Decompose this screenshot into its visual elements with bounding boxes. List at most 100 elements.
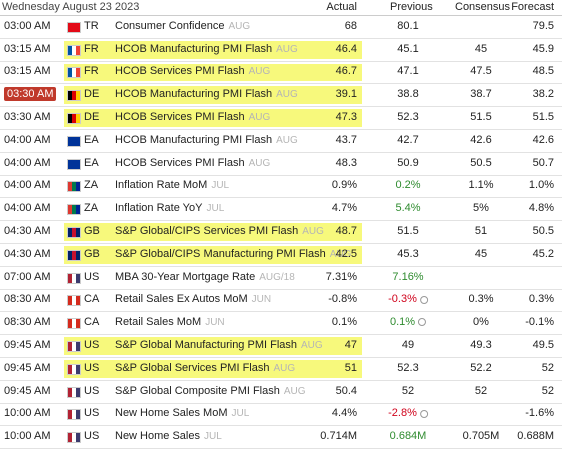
previous: 42.7 — [397, 134, 418, 146]
header-line — [0, 15, 562, 16]
actual: 51 — [344, 361, 357, 374]
country: EA — [84, 156, 99, 169]
consensus: 50.5 — [470, 156, 492, 169]
event-row: 09:45 AM US S&P Global Composite PMI Flash… — [0, 381, 562, 404]
event: HCOB Manufacturing PMI Flash AUG — [115, 134, 298, 146]
flag-stripe — [72, 319, 76, 329]
highlight — [64, 109, 362, 127]
flag — [67, 386, 81, 398]
flag — [67, 318, 81, 330]
country: GB — [84, 247, 100, 260]
revised-icon — [419, 295, 428, 304]
forecast: 48.5 — [532, 65, 554, 78]
event: Retail Sales Ex Autos MoM JUN — [115, 293, 271, 305]
event-row: 08:30 AM CA Retail Sales MoM JUN 0.1% 0.1% 0% -… — [0, 312, 562, 336]
event: Retail Sales MoM JUN — [115, 316, 225, 328]
consensus: 51.5 — [470, 111, 492, 124]
flag-stripe — [76, 228, 80, 238]
actual: 4.4% — [331, 407, 357, 420]
flag-stripe — [68, 205, 72, 215]
previous: 5.4% — [395, 202, 420, 214]
highlight — [64, 337, 362, 355]
flag — [67, 409, 81, 421]
period: AUG — [276, 134, 298, 146]
event-row: 10:00 AM US New Home Sales MoM JUL 4.4% -2.8%… — [0, 404, 562, 427]
event: New Home Sales JUL — [115, 430, 222, 442]
time: 03:30 AM — [4, 111, 50, 123]
period: JUN — [251, 294, 272, 306]
event: New Home Sales MoM JUL — [115, 407, 249, 419]
event-row: 07:00 AM US MBA 30-Year Mortgage Rate AUG/1… — [0, 267, 562, 290]
event-name: S&P Global Composite PMI Flash — [115, 384, 280, 397]
country: US — [84, 361, 100, 374]
flag-stripe — [76, 205, 80, 215]
time: 03:15 AM — [4, 43, 50, 55]
forecast: 52 — [541, 384, 554, 397]
country: DE — [84, 88, 100, 101]
flag-stripe — [76, 114, 80, 124]
period: AUG — [301, 340, 323, 352]
period: AUG/18 — [259, 271, 295, 283]
flag-stripe — [72, 182, 76, 192]
flag-stripe — [76, 342, 80, 352]
time-text: 03:00 AM — [4, 19, 51, 32]
event: S&P Global/CIPS Services PMI Flash AUG — [115, 225, 324, 237]
flag-stripe — [68, 319, 72, 329]
period: AUG — [329, 248, 352, 260]
highlight — [64, 63, 362, 82]
actual: 0.9% — [331, 179, 357, 192]
time-text: 09:45 AM — [4, 384, 51, 397]
time: 04:30 AM — [4, 225, 50, 237]
flag-stripe — [72, 410, 76, 420]
flag-stripe — [72, 159, 76, 169]
flag-stripe — [76, 159, 80, 169]
time: 09:45 AM — [4, 362, 50, 374]
event-row: 03:30 AM DE HCOB Manufacturing PMI Flash AU… — [0, 84, 562, 108]
country: US — [84, 430, 100, 443]
actual: 43.7 — [335, 133, 357, 146]
previous-value: 0.1% — [389, 316, 416, 329]
event-row: 04:00 AM ZA Inflation Rate MoM JUL 0.9% 0.2% 1… — [0, 176, 562, 199]
previous-value: 52.3 — [397, 111, 419, 124]
flag-stripe — [72, 433, 76, 443]
consensus: 47.5 — [470, 65, 492, 78]
actual: 47 — [344, 339, 357, 352]
previous-value: 50.9 — [397, 156, 419, 169]
event: HCOB Manufacturing PMI Flash AUG — [115, 88, 298, 100]
flag — [67, 90, 81, 102]
previous-value: 0.2% — [395, 179, 421, 192]
time: 04:00 AM — [4, 202, 50, 214]
actual: -0.8% — [328, 293, 357, 306]
time-text: 08:30 AM — [4, 316, 51, 329]
flag-stripe — [76, 91, 80, 101]
event: S&P Global Manufacturing PMI Flash AUG — [115, 339, 323, 351]
event-name: Retail Sales MoM — [115, 316, 202, 329]
country: FR — [84, 65, 99, 78]
previous-value: 45.3 — [397, 247, 419, 260]
previous: 80.1 — [397, 20, 418, 32]
highlight — [64, 86, 362, 105]
flag — [67, 341, 81, 353]
event-row: 03:15 AM FR HCOB Services PMI Flash AUG 46.7… — [0, 62, 562, 85]
flag-stripe — [76, 136, 80, 146]
flag-stripe — [76, 45, 80, 55]
previous: 52 — [402, 385, 414, 397]
previous: 7.16% — [392, 271, 423, 283]
flag-stripe — [68, 228, 72, 238]
country: TR — [84, 19, 99, 32]
event: HCOB Services PMI Flash AUG — [115, 157, 270, 169]
flag — [67, 113, 81, 125]
previous-value: 51.5 — [397, 225, 419, 238]
event: Consumer Confidence AUG — [115, 20, 250, 32]
forecast: 51.5 — [532, 111, 554, 124]
time: 10:00 AM — [4, 407, 50, 419]
column-header: Actual — [326, 1, 357, 13]
forecast: 79.5 — [532, 19, 554, 32]
country: US — [84, 339, 100, 352]
event-name: HCOB Services PMI Flash — [115, 156, 245, 169]
event: S&P Global/CIPS Manufacturing PMI Flash A… — [115, 248, 351, 260]
forecast: 38.2 — [532, 88, 554, 101]
period: AUG — [248, 157, 271, 169]
flag — [67, 67, 81, 79]
actual: 7.31% — [325, 270, 357, 283]
